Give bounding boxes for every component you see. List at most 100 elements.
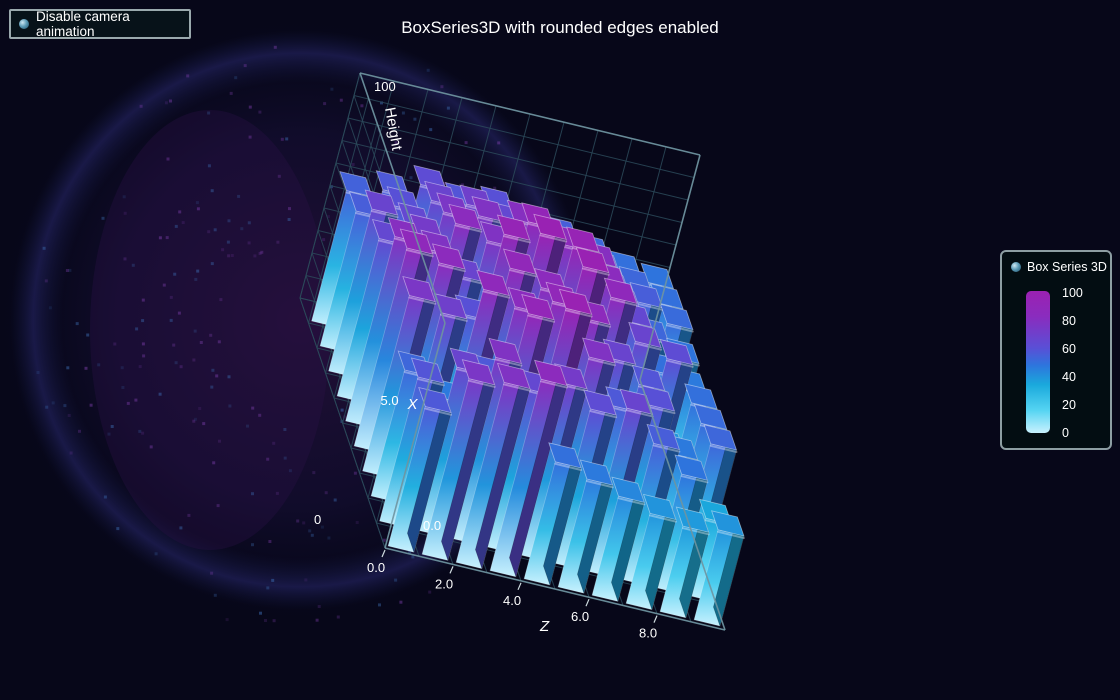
z-tick-label: 8.0 — [639, 626, 657, 641]
box-top-face — [431, 243, 466, 270]
box-edge-highlight — [370, 209, 399, 219]
background-dot — [196, 207, 200, 211]
background-dot — [207, 111, 211, 115]
box-edge-highlight — [665, 359, 694, 368]
background-dot — [123, 211, 127, 215]
box-bar[interactable] — [489, 359, 568, 578]
background-dot — [251, 492, 254, 496]
background-dot — [327, 536, 331, 540]
box-bar[interactable] — [693, 510, 745, 628]
box-edge-highlight — [647, 405, 676, 415]
legend-series-dot-icon — [1011, 262, 1021, 272]
box-top-face — [583, 389, 617, 416]
box-edge-highlight — [649, 514, 677, 523]
box-top-face — [703, 424, 738, 451]
background-dot — [266, 586, 270, 590]
background-dot — [493, 186, 497, 190]
background-dot — [234, 76, 238, 80]
legend-tick-label: 0 — [1062, 426, 1069, 440]
box-bar[interactable] — [625, 493, 677, 611]
box-edge-highlight — [424, 407, 453, 416]
background-dot — [443, 182, 447, 185]
background-dot — [178, 210, 182, 214]
background-dot — [149, 445, 153, 449]
background-dot — [42, 246, 46, 250]
background-dot — [440, 85, 444, 89]
background-dot — [69, 451, 73, 455]
box-top-face — [710, 510, 745, 537]
box-bar[interactable] — [455, 362, 531, 570]
box-edge-highlight — [509, 269, 537, 278]
box-bar[interactable] — [421, 359, 496, 562]
disable-camera-animation-button[interactable]: Disable camera animation — [9, 9, 191, 39]
box-edge-highlight — [589, 409, 618, 419]
background-dot — [353, 471, 357, 475]
z-tick-label: 6.0 — [571, 609, 589, 624]
box-top-face — [558, 288, 593, 316]
box-top-face — [693, 403, 728, 431]
z-tick-label: 2.0 — [435, 576, 453, 591]
box-edge-highlight — [681, 527, 710, 536]
background-dot — [272, 441, 276, 445]
background-dot — [210, 385, 214, 389]
box-edge-highlight — [454, 224, 483, 233]
box-top-face — [631, 364, 666, 392]
box-edge-highlight — [539, 234, 568, 243]
box-bar[interactable] — [387, 386, 453, 554]
box-top-face — [410, 357, 445, 384]
background-dot — [113, 342, 117, 346]
z-tick-mark — [653, 615, 658, 623]
legend-tick-label: 40 — [1062, 370, 1076, 384]
background-dot — [186, 74, 190, 78]
background-dot — [336, 615, 340, 619]
background-dot — [258, 413, 262, 417]
background-dot — [268, 540, 272, 543]
background-dot — [131, 263, 135, 267]
box-edge-highlight — [494, 358, 523, 367]
chart-frame — [359, 72, 726, 631]
box-top-face — [548, 442, 582, 469]
background-dot — [101, 216, 105, 220]
box-edge-highlight — [680, 475, 709, 484]
background-dot — [122, 195, 126, 199]
box-edge-highlight — [717, 530, 745, 540]
background-dot — [229, 91, 233, 95]
frame-edge — [384, 322, 446, 549]
background-dot — [84, 366, 88, 370]
box-edge-highlight — [635, 302, 664, 311]
background-dot — [464, 141, 468, 145]
background-dot — [308, 529, 312, 533]
background-dot — [326, 215, 330, 219]
background-dot — [209, 333, 213, 337]
background-dot — [139, 104, 143, 108]
background-dot — [181, 221, 185, 225]
box-bar[interactable] — [523, 442, 583, 587]
box-top-face — [461, 359, 496, 386]
background-dot — [243, 64, 247, 68]
background-dot — [86, 333, 90, 337]
checkbox-dot-icon — [19, 19, 29, 29]
box-top-face — [575, 246, 610, 274]
box-bar[interactable] — [557, 459, 614, 595]
background-dot — [207, 164, 211, 168]
background-dot — [408, 551, 411, 555]
box-top-face — [579, 459, 614, 486]
box-top-face — [488, 337, 523, 365]
box-top-face — [448, 203, 482, 231]
box-edge-highlight — [405, 248, 434, 258]
box-bar[interactable] — [591, 476, 646, 603]
legend-box[interactable]: Box Series 3D 100 80 60 40 20 0 — [1000, 250, 1112, 450]
box-edge-highlight — [709, 444, 738, 454]
box-top-face — [521, 294, 555, 321]
background-dot — [394, 141, 398, 145]
z-tick-label: 4.0 — [503, 593, 521, 608]
box-series[interactable] — [311, 164, 745, 628]
background-dot — [177, 311, 181, 315]
box-bar[interactable] — [659, 506, 710, 619]
background-dot — [68, 268, 72, 272]
background-dot — [192, 419, 196, 423]
legend-header[interactable]: Box Series 3D — [1011, 260, 1107, 274]
background-dot — [210, 262, 214, 266]
